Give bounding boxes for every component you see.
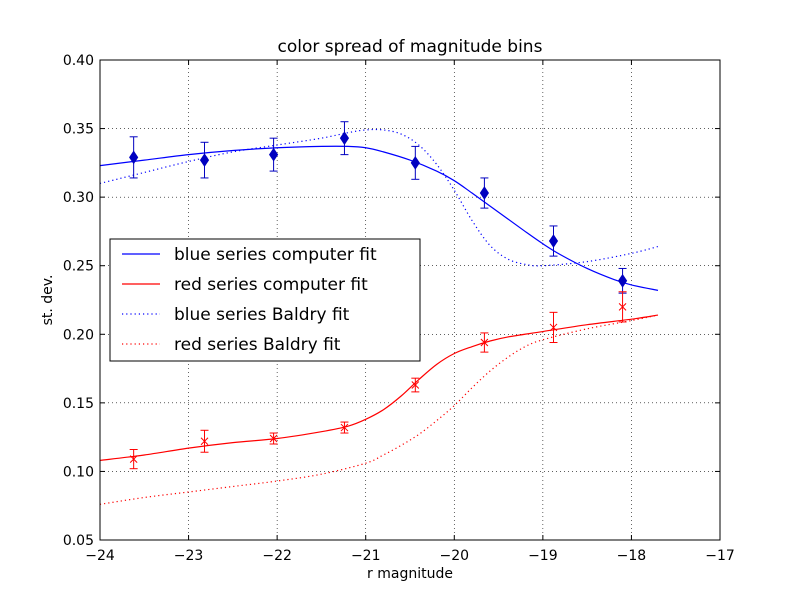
x-tick-label: −20: [440, 548, 470, 564]
y-tick-label: 0.15: [63, 396, 94, 412]
series-4-diamond-marker: [268, 147, 279, 162]
x-tick-label: −17: [705, 548, 735, 564]
y-tick-label: 0.10: [63, 464, 94, 480]
axis-ticks: −24 −23 −22 −21 −20 −19 −18 −17 0.05 0.10 0.15 0.20…: [63, 53, 735, 564]
y-tick-label: 0.20: [63, 327, 94, 343]
series-5-x-marker: [200, 437, 209, 446]
y-axis-label: st. dev.: [40, 275, 56, 326]
series-0-line: [99, 145, 659, 291]
series-5-x-marker: [269, 434, 278, 443]
legend-label-red-baldry-fit: red series Baldry fit: [174, 335, 341, 355]
series-1-line: [99, 314, 659, 462]
x-tick-label: −23: [174, 548, 204, 564]
series-3-line: [99, 314, 659, 505]
series-4-diamond-marker: [479, 186, 490, 200]
x-tick-label: −22: [262, 548, 292, 564]
series-5-x-marker: [340, 423, 349, 432]
plot-frame: [99, 59, 721, 541]
series-5-x-marker: [549, 323, 558, 332]
y-tick-label: 0.30: [63, 190, 94, 206]
chart-title: color spread of magnitude bins: [278, 37, 543, 57]
series-4-diamond-marker: [548, 234, 559, 248]
y-tick-label: 0.40: [63, 53, 94, 69]
series-4-diamond-marker: [617, 273, 628, 288]
series-5-x-marker: [480, 338, 489, 347]
series-4-diamond-marker: [199, 153, 210, 168]
legend-box: [109, 238, 421, 362]
legend-label-blue-computer-fit: blue series computer fit: [174, 245, 377, 265]
series-4-diamond-marker: [129, 150, 139, 165]
series-5-x-marker: [129, 455, 138, 463]
series-2-line: [99, 128, 659, 267]
x-tick-label: −18: [617, 548, 647, 564]
x-axis-label: r magnitude: [367, 566, 453, 582]
legend-label-blue-baldry-fit: blue series Baldry fit: [174, 305, 350, 325]
plot-series: [99, 121, 659, 505]
x-tick-label: −21: [351, 548, 381, 564]
y-tick-label: 0.05: [63, 533, 94, 549]
series-4-diamond-marker: [410, 155, 420, 170]
legend-label-red-computer-fit: red series computer fit: [174, 275, 368, 295]
x-tick-label: −19: [528, 548, 558, 564]
legend: blue series computer fit red series comp…: [109, 238, 421, 362]
series-5-x-marker: [411, 381, 420, 389]
y-tick-label: 0.35: [63, 122, 94, 138]
x-tick-label: −24: [85, 548, 115, 564]
series-4-diamond-marker: [339, 131, 350, 146]
series-5-x-marker: [618, 303, 627, 311]
y-tick-label: 0.25: [63, 259, 94, 275]
